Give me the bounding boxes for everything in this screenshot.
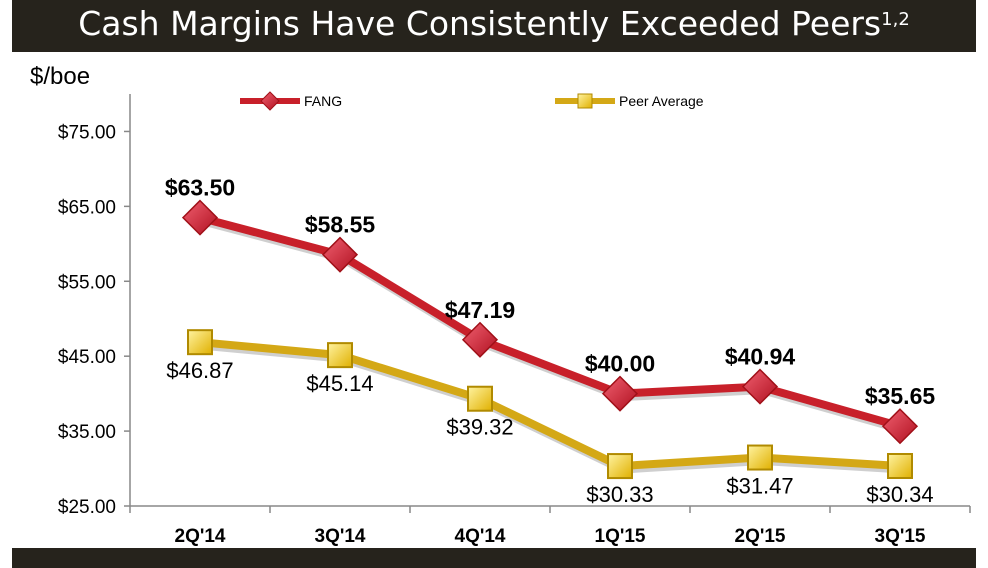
y-tick-label: $35.00 bbox=[58, 422, 116, 443]
marker-peer-average bbox=[747, 444, 773, 471]
legend-label: FANG bbox=[304, 93, 342, 109]
marker-fang bbox=[321, 236, 359, 273]
axes: $25.00 $35.00 $45.00 $55.00 $65.00 $75.00 2Q'1… bbox=[58, 94, 971, 547]
marker-peer-average bbox=[887, 452, 913, 479]
x-tick-label: 3Q'15 bbox=[875, 526, 926, 547]
y-axis-label: $/boe bbox=[30, 63, 90, 90]
data-label-fang: $40.00 bbox=[585, 351, 655, 377]
line-chart: $/boe $25.00 $35.00 $45.00 $55.00 $65.00 $75.… bbox=[30, 63, 971, 547]
x-tick-label: 1Q'15 bbox=[595, 526, 646, 547]
marker-peer-average bbox=[607, 453, 633, 480]
chart-title: Cash Margins Have Consistently Exceeded … bbox=[78, 4, 882, 43]
footer-bar bbox=[12, 548, 976, 568]
x-tick-label: 2Q'15 bbox=[735, 526, 786, 547]
x-tick-label: 2Q'14 bbox=[175, 526, 226, 547]
title-footnote-ref: 1,2 bbox=[881, 9, 910, 30]
legend-label: Peer Average bbox=[619, 93, 704, 109]
y-tick-label: $45.00 bbox=[58, 347, 116, 368]
legend-marker bbox=[260, 91, 280, 111]
series-line-peer-average bbox=[196, 338, 904, 471]
y-tick-label: $25.00 bbox=[58, 497, 116, 518]
series-lines bbox=[196, 213, 904, 474]
data-label-peer-average: $30.34 bbox=[866, 482, 933, 507]
marker-peer-average bbox=[187, 329, 213, 356]
marker-peer-average bbox=[327, 342, 353, 369]
markers bbox=[181, 199, 919, 480]
data-labels: $63.50 $58.55 $47.19 $40.00 $40.94 $35.65 $46.… bbox=[165, 175, 936, 507]
title-bar: Cash Margins Have Consistently Exceeded … bbox=[12, 0, 976, 52]
series-line-fang bbox=[196, 213, 904, 431]
y-tick-label: $55.00 bbox=[58, 272, 116, 293]
data-label-fang: $47.19 bbox=[445, 297, 515, 323]
data-label-peer-average: $46.87 bbox=[166, 358, 233, 383]
marker-fang bbox=[461, 321, 499, 358]
marker-fang bbox=[181, 199, 219, 236]
data-label-peer-average: $31.47 bbox=[726, 474, 793, 499]
data-label-fang: $35.65 bbox=[865, 383, 936, 409]
marker-peer-average bbox=[467, 385, 493, 412]
x-tick-label: 3Q'14 bbox=[315, 526, 366, 547]
marker-fang bbox=[601, 375, 639, 412]
marker-fang bbox=[741, 368, 779, 405]
y-tick-label: $75.00 bbox=[58, 122, 116, 143]
y-tick-label: $65.00 bbox=[58, 197, 116, 218]
data-label-fang: $40.94 bbox=[725, 344, 796, 370]
data-label-peer-average: $45.14 bbox=[306, 371, 373, 396]
legend: FANG Peer Average bbox=[240, 91, 704, 111]
data-label-fang: $63.50 bbox=[165, 175, 235, 201]
data-label-peer-average: $30.33 bbox=[586, 482, 653, 507]
legend-marker bbox=[577, 93, 593, 109]
data-label-fang: $58.55 bbox=[305, 212, 376, 238]
marker-fang bbox=[881, 408, 919, 445]
data-label-peer-average: $39.32 bbox=[446, 415, 513, 440]
x-tick-label: 4Q'14 bbox=[455, 526, 506, 547]
